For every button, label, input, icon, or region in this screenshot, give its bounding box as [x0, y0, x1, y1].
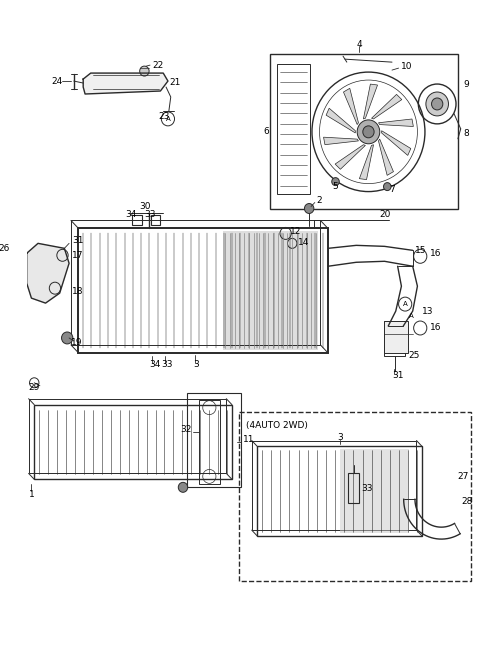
- Text: 17: 17: [72, 251, 84, 260]
- Text: 25: 25: [408, 352, 420, 360]
- Bar: [223, 232, 318, 350]
- Bar: [257, 447, 422, 536]
- Polygon shape: [378, 119, 413, 127]
- Bar: [79, 228, 328, 353]
- Polygon shape: [326, 108, 355, 133]
- Bar: [151, 215, 160, 226]
- Polygon shape: [335, 145, 365, 169]
- Bar: [252, 441, 417, 530]
- Text: 3: 3: [337, 433, 343, 442]
- Circle shape: [357, 120, 380, 144]
- Bar: [187, 393, 241, 487]
- Text: 19: 19: [71, 338, 83, 348]
- Text: 1: 1: [29, 490, 35, 499]
- Text: 28: 28: [462, 497, 473, 506]
- Text: 31: 31: [392, 371, 404, 380]
- Text: 29: 29: [29, 383, 40, 392]
- Text: 6: 6: [264, 127, 270, 136]
- Text: A: A: [166, 116, 170, 122]
- Text: 32: 32: [180, 425, 192, 434]
- Text: 34: 34: [126, 210, 137, 219]
- Text: 13: 13: [422, 306, 433, 316]
- Text: 3: 3: [193, 360, 199, 369]
- Text: 16: 16: [430, 249, 441, 258]
- Text: 9: 9: [464, 79, 469, 89]
- Bar: [348, 474, 360, 503]
- Text: 7: 7: [389, 185, 395, 194]
- Circle shape: [432, 98, 443, 110]
- Text: 30: 30: [140, 202, 151, 211]
- Circle shape: [426, 92, 448, 116]
- Bar: [270, 54, 458, 209]
- Text: 31: 31: [72, 236, 84, 245]
- Text: 33: 33: [361, 484, 372, 493]
- Text: 18: 18: [72, 287, 84, 296]
- Text: 33: 33: [161, 360, 173, 369]
- Text: 21: 21: [170, 77, 181, 87]
- Circle shape: [61, 332, 73, 344]
- Text: 23: 23: [158, 112, 170, 121]
- Text: 4: 4: [356, 40, 362, 49]
- Polygon shape: [372, 94, 402, 119]
- Text: 12: 12: [290, 227, 302, 236]
- Text: 16: 16: [430, 323, 441, 333]
- Text: 15: 15: [415, 246, 426, 255]
- Text: A: A: [403, 301, 408, 307]
- Circle shape: [304, 203, 314, 213]
- Bar: [132, 215, 142, 226]
- Circle shape: [384, 182, 391, 191]
- Text: 33: 33: [144, 210, 156, 219]
- Text: 2: 2: [317, 196, 322, 205]
- Circle shape: [140, 66, 149, 76]
- Polygon shape: [83, 73, 168, 94]
- Text: 5: 5: [333, 182, 338, 191]
- Text: 24: 24: [51, 77, 62, 85]
- Bar: [71, 220, 321, 345]
- Text: 10: 10: [401, 62, 413, 71]
- Text: 11: 11: [243, 435, 255, 444]
- Text: 26: 26: [0, 244, 10, 253]
- Polygon shape: [378, 139, 394, 175]
- Text: A: A: [408, 313, 413, 319]
- Polygon shape: [27, 243, 69, 303]
- Bar: [384, 321, 408, 353]
- Text: 8: 8: [464, 129, 469, 138]
- Text: 27: 27: [457, 472, 468, 481]
- Polygon shape: [363, 84, 378, 119]
- Polygon shape: [324, 137, 359, 145]
- Circle shape: [178, 482, 188, 492]
- Text: 34: 34: [149, 360, 160, 369]
- Bar: [239, 412, 471, 581]
- Polygon shape: [344, 89, 359, 125]
- Polygon shape: [382, 131, 411, 155]
- Circle shape: [332, 178, 339, 186]
- Bar: [340, 449, 409, 533]
- Polygon shape: [360, 145, 373, 180]
- Bar: [29, 399, 226, 474]
- Circle shape: [363, 126, 374, 138]
- Text: (4AUTO 2WD): (4AUTO 2WD): [246, 421, 308, 430]
- Bar: [384, 321, 405, 356]
- Text: 14: 14: [298, 238, 309, 247]
- Bar: [199, 400, 220, 484]
- Text: 22: 22: [152, 60, 163, 70]
- Bar: [277, 64, 310, 194]
- Text: 20: 20: [380, 210, 391, 219]
- Bar: [34, 405, 232, 480]
